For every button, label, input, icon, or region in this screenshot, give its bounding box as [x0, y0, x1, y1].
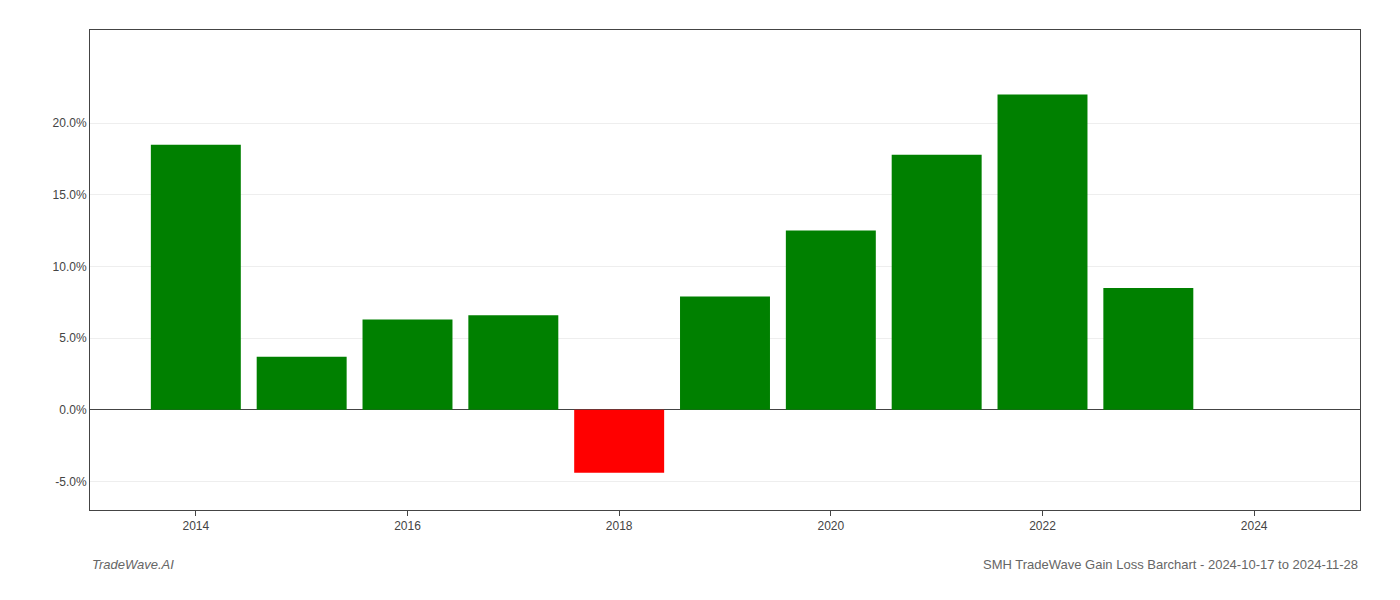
svg-text:-5.0%: -5.0% [55, 475, 87, 489]
svg-text:15.0%: 15.0% [53, 188, 87, 202]
svg-text:2024: 2024 [1241, 519, 1268, 533]
svg-text:2022: 2022 [1029, 519, 1056, 533]
svg-text:0.0%: 0.0% [59, 403, 87, 417]
svg-text:2020: 2020 [817, 519, 844, 533]
svg-text:2016: 2016 [394, 519, 421, 533]
svg-text:TradeWave.AI: TradeWave.AI [92, 557, 174, 572]
svg-text:10.0%: 10.0% [53, 260, 87, 274]
svg-text:2014: 2014 [182, 519, 209, 533]
svg-text:20.0%: 20.0% [53, 116, 87, 130]
svg-text:SMH TradeWave Gain Loss Barcha: SMH TradeWave Gain Loss Barchart - 2024-… [983, 557, 1358, 572]
svg-text:2018: 2018 [606, 519, 633, 533]
svg-text:5.0%: 5.0% [59, 331, 87, 345]
